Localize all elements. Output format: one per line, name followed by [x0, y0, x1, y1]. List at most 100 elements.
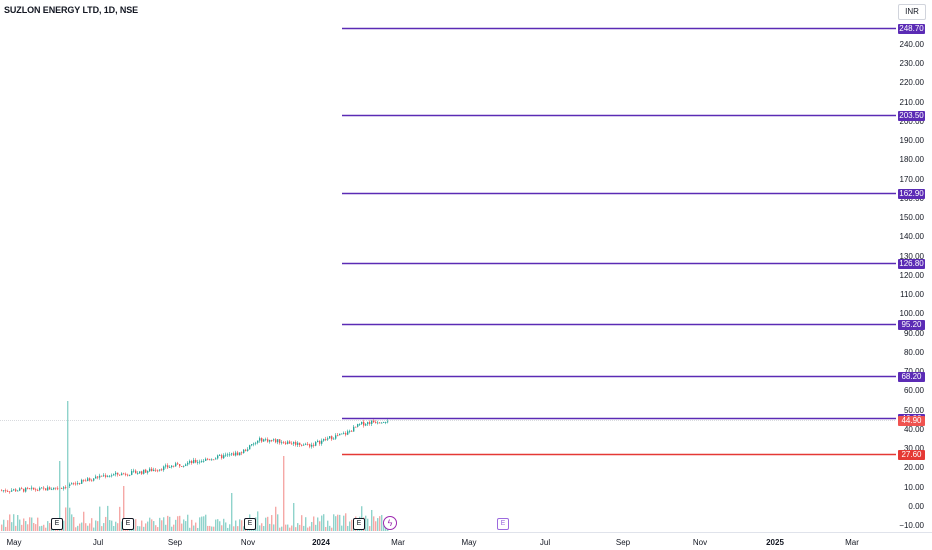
volume-bar [155, 525, 157, 531]
price-axis-label: 170.00 [899, 174, 924, 184]
volume-bar [289, 527, 291, 531]
future-earnings-marker[interactable]: E [497, 518, 509, 530]
candle-body [237, 452, 239, 456]
candle-body [81, 479, 83, 484]
earnings-marker[interactable]: E [244, 518, 256, 530]
price-axis-label: 30.00 [903, 444, 924, 454]
volume-bar [29, 517, 31, 531]
candle-body [283, 442, 285, 444]
volume-bar [273, 524, 275, 531]
volume-bar [107, 505, 109, 531]
volume-bar [67, 401, 69, 531]
candle-body [257, 440, 259, 443]
time-axis-label: May [461, 538, 477, 547]
time-axis-label: Nov [240, 538, 256, 547]
candle-body [169, 467, 171, 468]
lightning-icon[interactable]: ϟ [383, 516, 397, 530]
volume-bar [199, 517, 201, 531]
volume-bar [91, 518, 93, 531]
candle-body [135, 470, 137, 474]
candle-body [345, 433, 347, 435]
candle-body [253, 443, 255, 445]
candle-body [187, 462, 189, 465]
volume-bar [31, 517, 33, 531]
volume-bar [181, 523, 183, 531]
candle-body [107, 476, 109, 478]
volume-bar [257, 511, 259, 531]
earnings-marker[interactable]: E [51, 518, 63, 530]
price-axis-label: 140.00 [899, 232, 924, 242]
candle-body [239, 452, 241, 456]
candle-body [235, 452, 237, 456]
last-price-label: 44.90 [898, 415, 925, 426]
candle-body [97, 476, 99, 478]
volume-bar [239, 519, 241, 531]
candle-body [41, 487, 43, 489]
level-price-label: 95.20 [898, 319, 925, 330]
volume-bar [137, 525, 139, 531]
price-axis-label: 90.00 [903, 328, 924, 338]
volume-bar [179, 515, 181, 531]
candle-body [173, 465, 175, 467]
volume-bar [43, 524, 45, 531]
candle-body [53, 487, 55, 490]
candle-body [105, 475, 107, 477]
volume-bar [313, 516, 315, 531]
candle-body [181, 466, 183, 467]
candle-body [75, 483, 77, 485]
candle-body [285, 442, 287, 444]
candle-body [43, 487, 45, 489]
volume-bar [93, 527, 95, 531]
time-axis-label: Jul [539, 538, 551, 547]
volume-bar [59, 461, 61, 531]
candle-body [301, 444, 303, 446]
volume-bar [337, 514, 339, 531]
candle-body [195, 459, 197, 463]
candle-body [83, 479, 85, 481]
candle-body [87, 478, 89, 482]
volume-bar [323, 514, 325, 531]
candle-body [339, 433, 341, 436]
candle-body [89, 478, 91, 481]
currency-button[interactable]: INR [898, 4, 926, 20]
price-axis-label: 210.00 [899, 97, 924, 107]
earnings-marker[interactable]: E [122, 518, 134, 530]
candle-body [341, 433, 343, 435]
candle-body [209, 459, 211, 461]
price-axis-label: 120.00 [899, 270, 924, 280]
candle-body [49, 487, 51, 490]
volume-bar [369, 526, 371, 531]
volume-bar [271, 515, 273, 531]
volume-bar [209, 525, 211, 531]
candle-body [21, 488, 23, 490]
candle-body [351, 430, 353, 432]
candle-body [335, 435, 337, 439]
candle-body [267, 439, 269, 442]
candle-body [121, 473, 123, 476]
candle-body [309, 444, 311, 447]
candle-body [183, 465, 185, 467]
volume-bar [305, 517, 307, 531]
volume-bar [197, 527, 199, 531]
volume-bar [19, 519, 21, 531]
volume-bar [343, 515, 345, 531]
earnings-marker[interactable]: E [353, 518, 365, 530]
volume-bar [383, 525, 385, 531]
candle-body [273, 439, 275, 441]
volume-bar [377, 518, 379, 531]
volume-bar [279, 527, 281, 531]
candle-body [359, 423, 361, 425]
candle-body [15, 489, 17, 492]
volume-bar [149, 517, 151, 531]
candle-body [251, 444, 253, 446]
candle-body [367, 422, 369, 425]
level-price-label: 68.20 [898, 371, 925, 382]
candle-body [115, 472, 117, 475]
volume-bar [309, 526, 311, 531]
volume-bar [229, 524, 231, 531]
time-axis-label: 2024 [312, 538, 330, 547]
price-axis-label: 20.00 [903, 463, 924, 473]
candle-body [103, 475, 105, 477]
